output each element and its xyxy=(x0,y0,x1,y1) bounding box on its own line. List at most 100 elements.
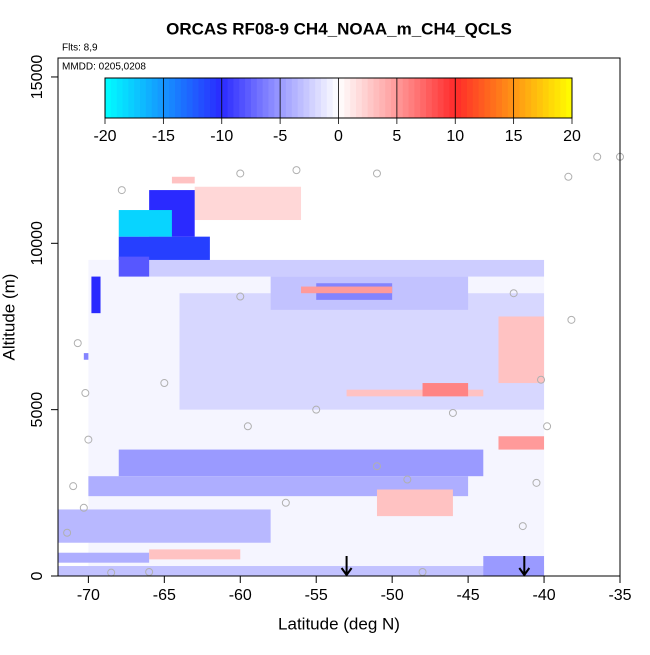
colorbar-swatch xyxy=(402,78,410,118)
heatmap-cell xyxy=(58,509,271,543)
colorbar-swatch xyxy=(391,78,398,118)
heatmap-cell xyxy=(118,259,545,277)
x-tick-label: -45 xyxy=(457,587,480,604)
sample-point xyxy=(81,389,90,398)
colorbar-swatch xyxy=(285,78,293,118)
heatmap-cell xyxy=(171,176,195,184)
heatmap-cell xyxy=(91,276,101,314)
x-tick-label: -60 xyxy=(229,587,252,604)
colorbar-swatch xyxy=(256,78,264,118)
dates-note: MMDD: 0205,0208 xyxy=(62,62,146,73)
colorbar-tick-label: -20 xyxy=(93,128,116,145)
colorbar-swatch xyxy=(105,78,112,118)
colorbar-swatch xyxy=(134,78,141,118)
colorbar-tick-label: -15 xyxy=(152,128,175,145)
colorbar-swatch xyxy=(291,78,299,118)
colorbar-swatch xyxy=(356,78,363,118)
x-tick-label: -35 xyxy=(608,587,631,604)
colorbar-swatch xyxy=(426,78,433,118)
colorbar-swatch xyxy=(332,78,339,118)
colorbar-swatch xyxy=(350,78,357,118)
colorbar-swatch xyxy=(215,78,223,118)
colorbar-swatch xyxy=(344,78,351,118)
sample-point xyxy=(509,289,518,298)
flights-note: Flts: 8,9 xyxy=(62,43,98,54)
sample-point xyxy=(403,475,412,484)
colorbar-swatch xyxy=(274,78,281,118)
sample-point xyxy=(236,169,245,178)
colorbar-swatch xyxy=(449,78,456,118)
colorbar-swatch xyxy=(431,78,439,118)
colorbar-swatch xyxy=(338,78,345,118)
sample-point xyxy=(532,478,541,487)
chart-title: ORCAS RF08-9 CH4_NOAA_m_CH4_QCLS xyxy=(166,19,512,38)
heatmap-cell xyxy=(88,476,469,497)
colorbar-swatch xyxy=(566,78,573,118)
colorbar-swatch xyxy=(110,78,118,118)
heatmap-cell xyxy=(58,566,545,576)
sample-point xyxy=(372,169,381,178)
arrow-marker xyxy=(518,556,531,577)
x-axis-label: Latitude (deg N) xyxy=(278,614,400,633)
colorbar-swatch xyxy=(326,78,334,118)
heatmap-cell xyxy=(118,236,210,260)
colorbar-swatch xyxy=(367,78,375,118)
colorbar-tick-label: 0 xyxy=(334,128,343,145)
colorbar-swatch xyxy=(280,78,287,118)
sample-point xyxy=(537,375,546,384)
colorbar-swatch xyxy=(373,78,380,118)
colorbar-tick-label: -10 xyxy=(210,128,233,145)
colorbar-swatch xyxy=(484,78,491,118)
colorbar-swatch xyxy=(513,78,520,118)
colorbar-swatch xyxy=(245,78,252,118)
colorbar-swatch xyxy=(163,78,170,118)
colorbar-swatch xyxy=(315,78,322,118)
heatmap-cell xyxy=(376,489,453,517)
colorbar-swatch xyxy=(297,78,304,118)
sample-point xyxy=(372,462,381,471)
colorbar-swatch xyxy=(198,78,205,118)
colorbar-swatch xyxy=(507,78,515,118)
colorbar-swatch xyxy=(320,78,328,118)
colorbar-swatch xyxy=(466,78,474,118)
x-tick-label: -70 xyxy=(77,587,100,604)
heatmap-cell xyxy=(149,549,241,560)
colorbar-swatch xyxy=(420,78,427,118)
colorbar-swatch xyxy=(548,78,555,118)
sample-point xyxy=(312,405,321,414)
colorbar-swatch xyxy=(437,78,445,118)
heatmap-cell xyxy=(58,552,150,563)
colorbar-swatch xyxy=(519,78,526,118)
sample-point xyxy=(448,408,457,417)
colorbar-swatch xyxy=(151,78,159,118)
colorbar-swatch xyxy=(396,78,404,118)
colorbar-swatch xyxy=(157,78,164,118)
colorbar-tick-label: 20 xyxy=(563,128,581,145)
colorbar-swatch xyxy=(175,78,182,118)
sample-point xyxy=(69,482,78,491)
y-tick-label: 5000 xyxy=(29,392,46,428)
sample-point xyxy=(117,186,126,195)
y-axis-label: Altitude (m) xyxy=(0,274,18,361)
colorbar-swatch xyxy=(227,78,234,118)
heatmap-cell xyxy=(498,436,545,450)
y-tick-label: 10000 xyxy=(29,221,46,266)
colorbar-swatch xyxy=(210,78,217,118)
heatmap-cell xyxy=(483,556,545,576)
colorbar-swatch xyxy=(204,78,211,118)
x-tick-label: -50 xyxy=(381,587,404,604)
colorbar-swatch xyxy=(233,78,240,118)
colorbar-swatch xyxy=(128,78,135,118)
sample-point xyxy=(63,528,72,537)
colorbar-swatch xyxy=(536,78,544,118)
colorbar-swatch xyxy=(455,78,462,118)
heatmap-cell xyxy=(118,256,150,277)
colorbar-swatch xyxy=(262,78,269,118)
colorbar-swatch xyxy=(239,78,246,118)
heatmap-cell xyxy=(498,316,545,384)
colorbar-swatch xyxy=(186,78,194,118)
y-tick-label: 0 xyxy=(29,571,46,580)
sample-point xyxy=(518,522,527,531)
arrow-marker xyxy=(340,556,353,577)
